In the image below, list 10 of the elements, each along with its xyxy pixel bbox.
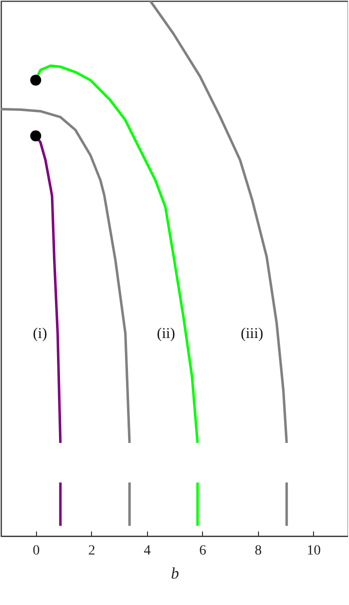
- annotation: (iii): [240, 326, 264, 342]
- x-tick-label: 4: [144, 544, 151, 558]
- annotation: (ii): [156, 326, 176, 342]
- x-tick-label: 2: [88, 544, 96, 558]
- x-tick-label: 6: [199, 544, 206, 558]
- x-tick-label: 8: [254, 544, 262, 558]
- x-axis-title: b: [171, 566, 179, 582]
- x-tick-label: 0: [32, 544, 40, 558]
- x-tick-label: 10: [306, 544, 321, 558]
- annotation: (i): [32, 326, 48, 342]
